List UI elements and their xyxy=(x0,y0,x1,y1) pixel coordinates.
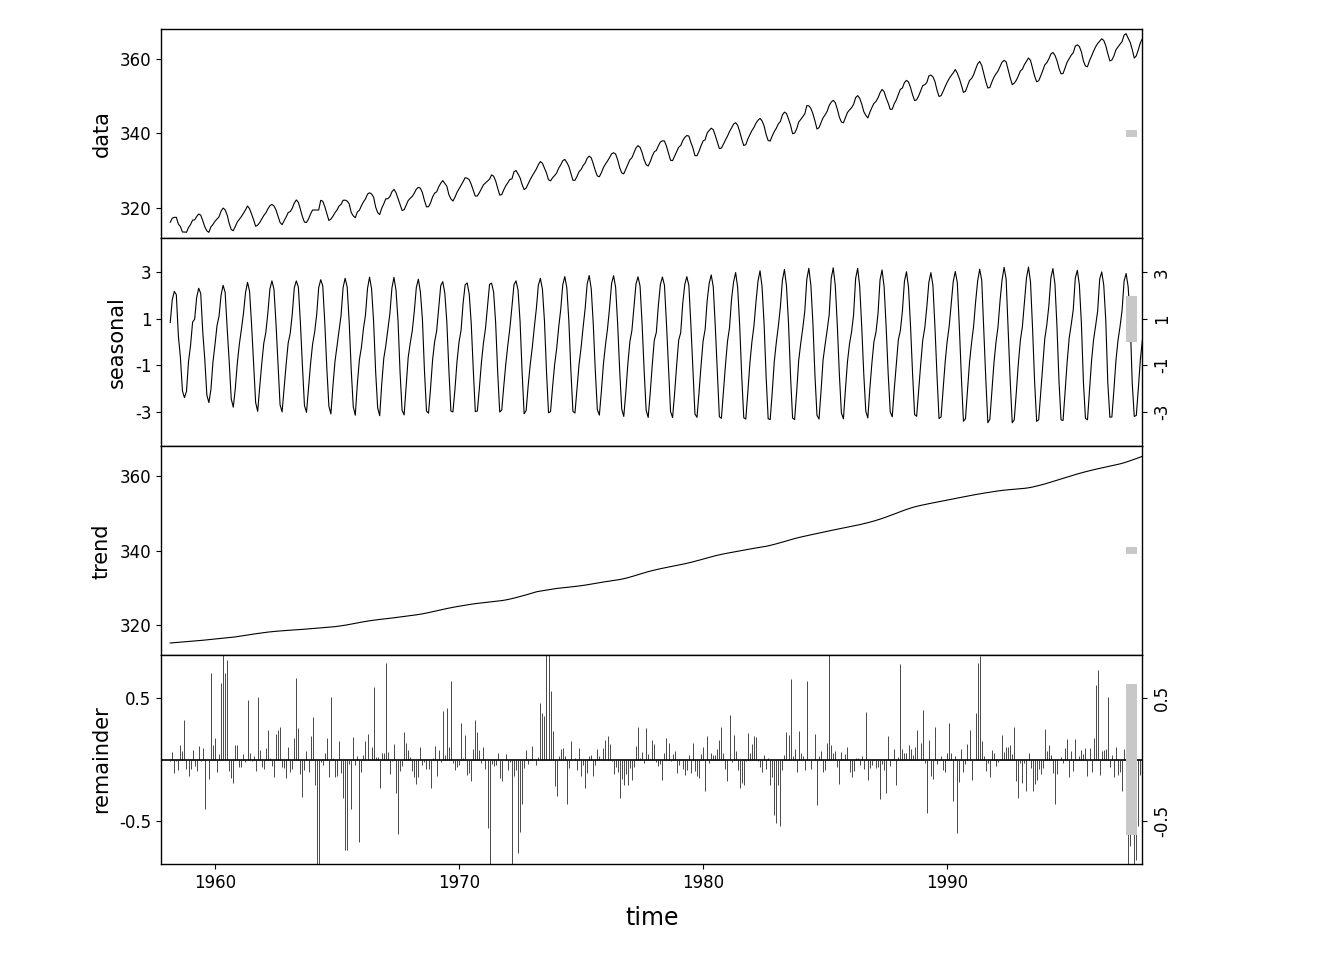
Bar xyxy=(1126,684,1137,835)
Bar xyxy=(1126,547,1137,555)
Y-axis label: seasonal: seasonal xyxy=(106,296,126,388)
X-axis label: time: time xyxy=(625,905,679,929)
Y-axis label: remainder: remainder xyxy=(91,706,112,813)
Bar xyxy=(1126,296,1137,342)
Y-axis label: trend: trend xyxy=(91,523,112,579)
Bar xyxy=(1126,130,1137,137)
Y-axis label: data: data xyxy=(91,109,112,156)
